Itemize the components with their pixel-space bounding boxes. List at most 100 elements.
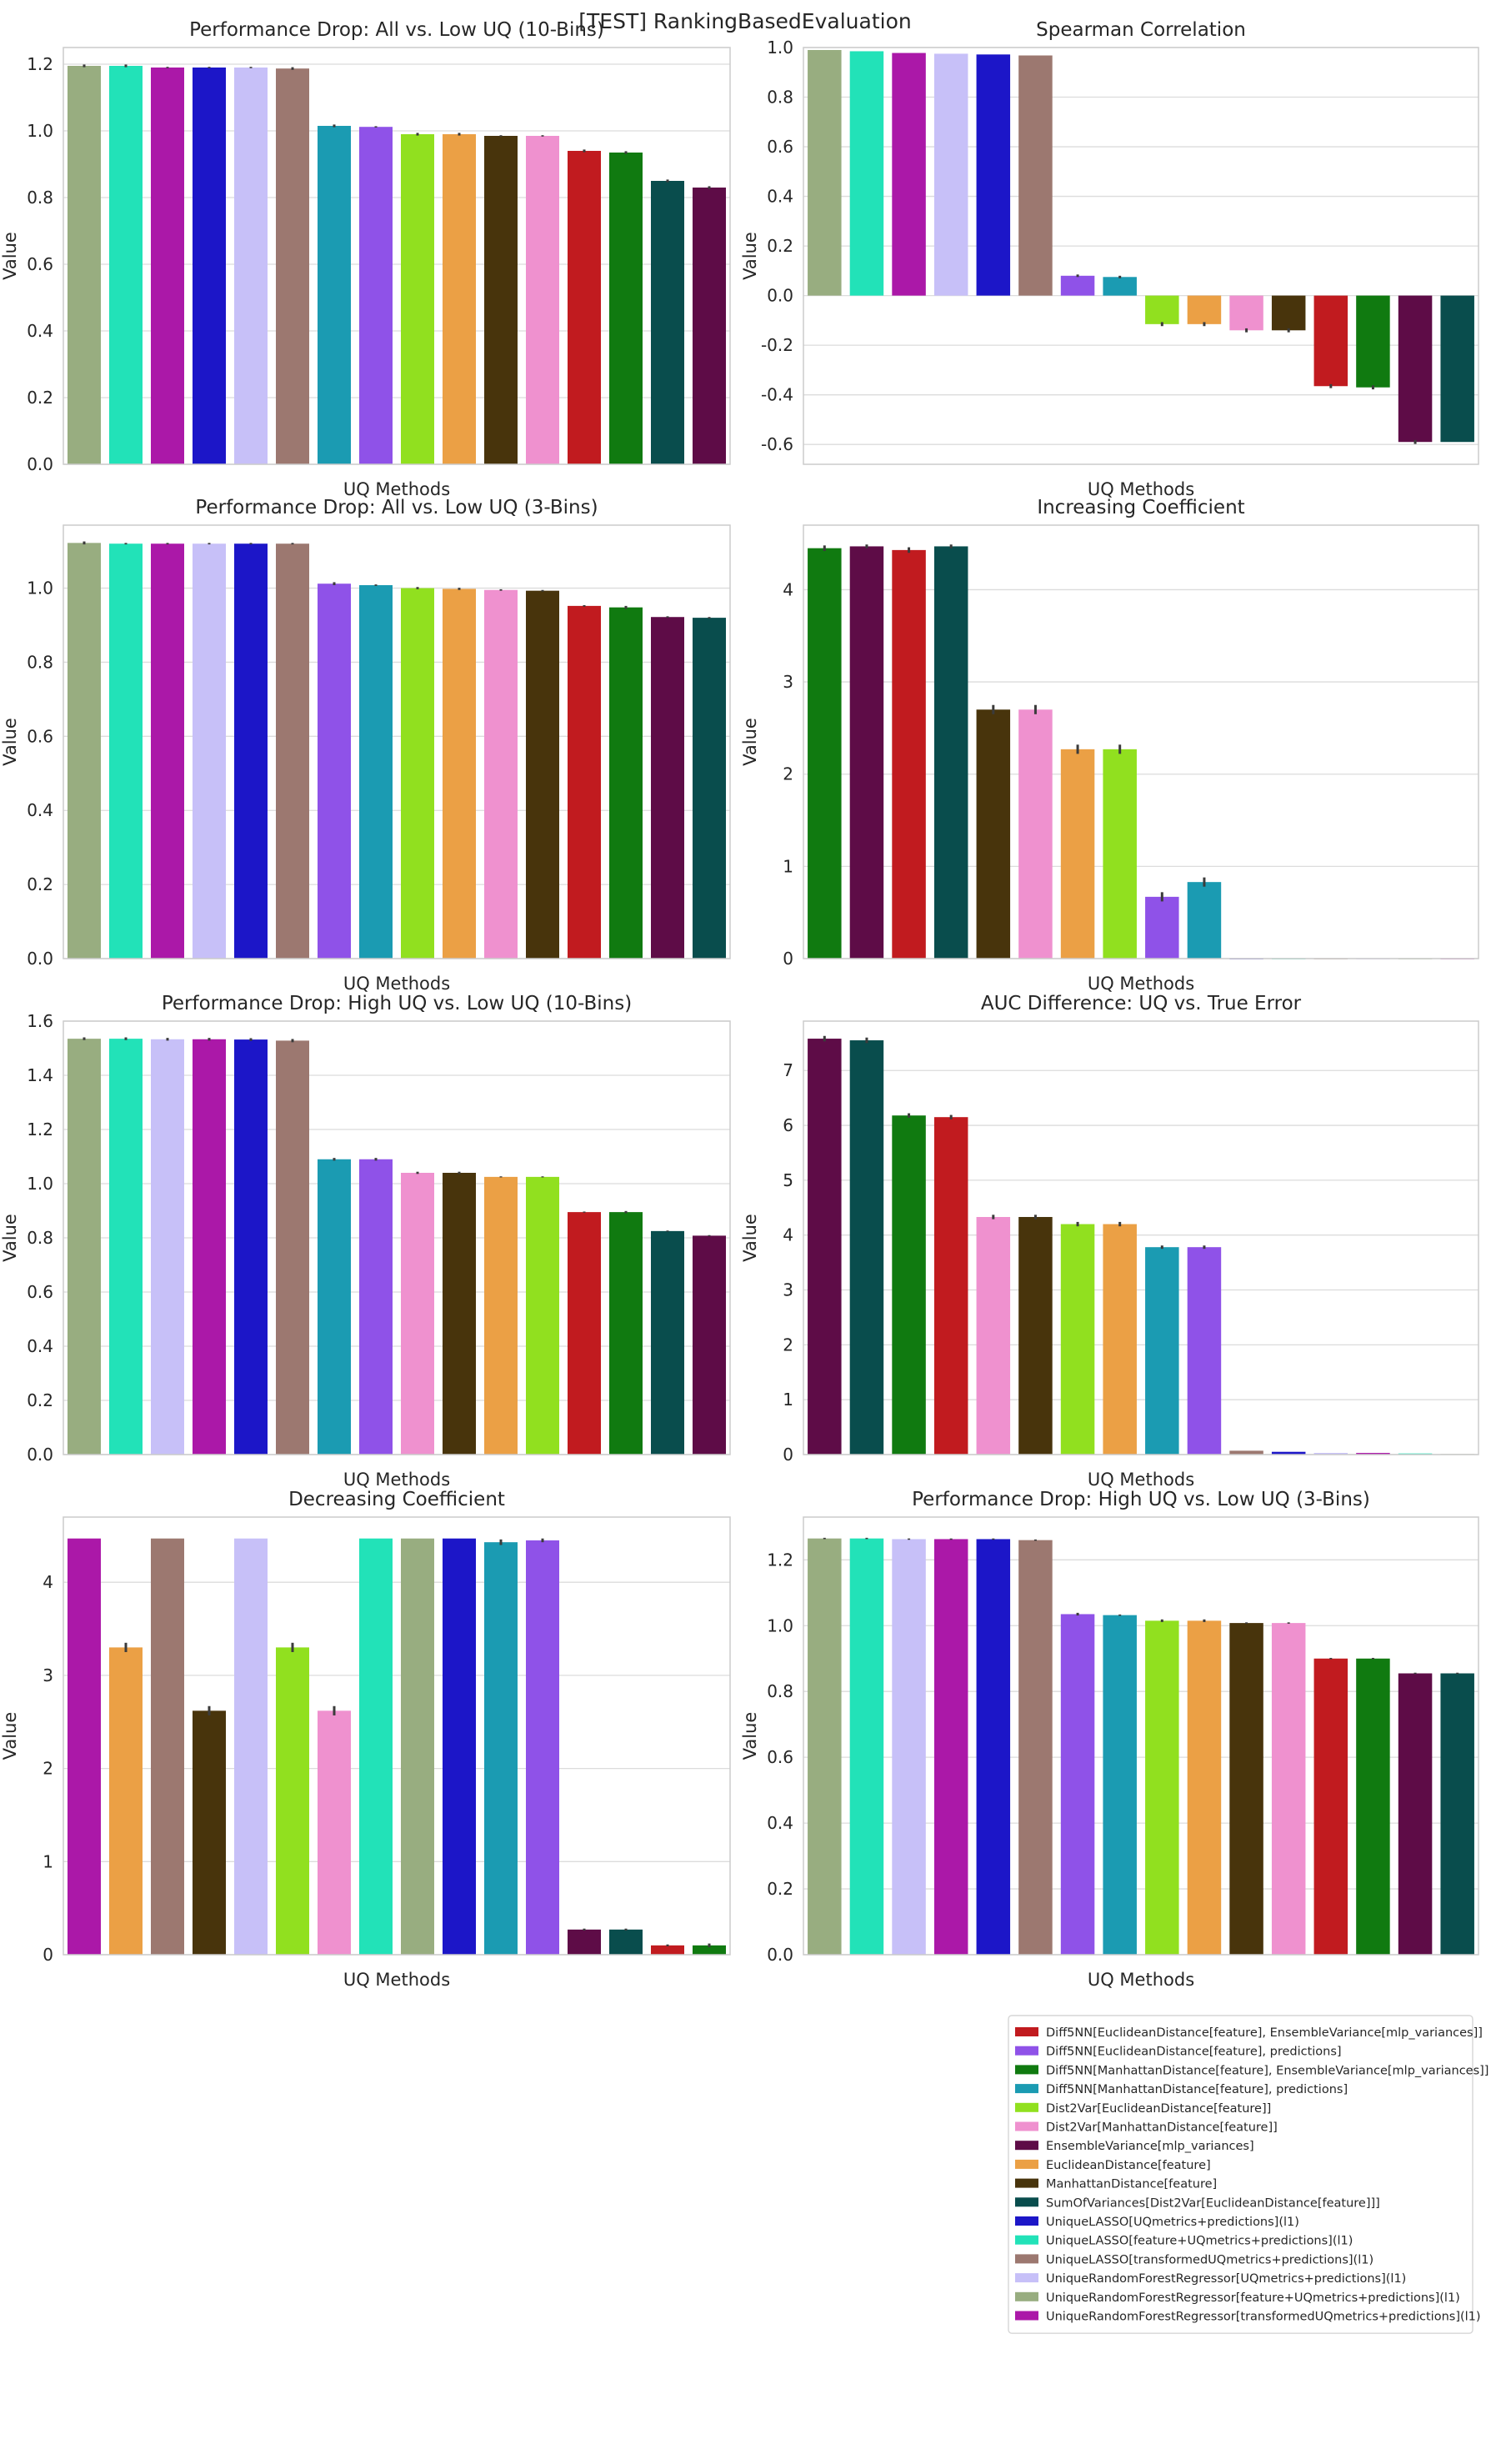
y-tick-label: 0.6 [767,137,793,157]
bar: Diff5NN[ManhattanDistance[feature], Ense… [609,1212,643,1455]
bar: Diff5NN[EuclideanDistance[feature], pred… [526,1540,559,1955]
bar: Diff5NN[EuclideanDistance[feature], pred… [359,127,393,464]
bar: UniqueRandomForestRegressor[UQmetrics+pr… [892,1539,926,1955]
y-tick-label: 0.2 [767,236,793,256]
bar: Diff5NN[EuclideanDistance[feature], Ense… [568,1212,601,1455]
legend-label: Dist2Var[EuclideanDistance[feature]] [1046,2102,1271,2116]
y-tick-label: 0.4 [27,321,53,341]
bar: UniqueLASSO[transformedUQmetrics+predict… [1018,55,1053,296]
bar: UniqueLASSO[transformedUQmetrics+predict… [276,543,309,959]
y-tick-label: 0.6 [27,254,53,274]
legend-label: EnsembleVariance[mlp_variances] [1046,2140,1254,2153]
bar: EuclideanDistance[feature]: 2.27 [1060,749,1095,959]
y-tick-label: 7 [783,1060,793,1080]
bar: Diff5NN[EuclideanDistance[feature], Ense… [568,151,601,464]
bar: EuclideanDistance[feature]: 3.3 [109,1647,143,1955]
legend-label: UniqueRandomForestRegressor[UQmetrics+pr… [1046,2272,1406,2286]
y-axis-label: Value [740,1712,760,1760]
bar: Diff5NN[EuclideanDistance[feature], Ense… [651,1945,684,1955]
bar: Dist2Var[EuclideanDistance[feature]]: 3.… [276,1647,309,1955]
legend-label: Diff5NN[EuclideanDistance[feature], Ense… [1046,2026,1483,2040]
plot-frame [63,1020,731,1455]
bar: UniqueLASSO[feature+UQmetrics+prediction… [109,543,143,959]
bar: Diff5NN[EuclideanDistance[feature], pred… [1145,896,1179,959]
y-tick-label: 0 [783,1445,793,1465]
bar: EuclideanDistance[feature]: -0.115 [1187,295,1222,324]
chart-panel-3: 0.0 0.2 0.4 0.6 0.8 1.0 UniqueRandomForestRegr… [0,497,731,994]
y-tick-label: 0 [783,949,793,969]
bar: UniqueLASSO[feature+UQmetrics+prediction… [849,1538,884,1955]
bar: Diff5NN[ManhattanDistance[feature], Ense… [693,1945,726,1955]
y-axis-label: Value [0,718,20,766]
bar: Dist2Var[ManhattanDistance[feature]]: -0… [1229,295,1263,331]
bar: Dist2Var[EuclideanDistance[feature]]: 4.… [1060,1224,1095,1455]
bar: UniqueLASSO[UQmetrics+predictions](l1): … [976,1539,1011,1955]
y-tick-label: 0.6 [767,1747,793,1767]
y-tick-label: 0 [43,1945,53,1965]
legend-swatch [1015,2178,1038,2188]
bar: Diff5NN[EuclideanDistance[feature], pred… [318,583,351,959]
y-tick-label: 0.4 [767,1813,793,1833]
y-tick-label: 0.4 [27,800,53,820]
bar: UniqueLASSO[feature+UQmetrics+prediction… [849,51,884,296]
bar: Diff5NN[ManhattanDistance[feature], pred… [359,585,393,959]
y-axis-label: Value [740,718,760,766]
y-tick-label: -0.4 [761,385,793,405]
bar: SumOfVariances[Dist2Var[EuclideanDistanc… [1440,1673,1474,1955]
plot-frame [63,1516,731,1956]
bar: Dist2Var[EuclideanDistance[feature]]: -0… [1145,295,1179,324]
bar: UniqueRandomForestRegressor[UQmetrics+pr… [193,543,226,959]
y-tick-label: 1.0 [27,121,53,141]
bar: ManhattanDistance[feature]: 2.7 [976,709,1011,959]
chart-title: Performance Drop: High UQ vs. Low UQ (10… [162,993,632,1014]
y-tick-label: 0.8 [767,88,793,108]
legend-box [1008,2015,1473,2334]
bar: UniqueLASSO[UQmetrics+predictions](l1): … [1271,1451,1306,1455]
chart-title: Performance Drop: High UQ vs. Low UQ (3-… [912,1489,1370,1510]
y-tick-label: 0.2 [27,388,53,408]
legend-swatch [1015,2197,1038,2207]
y-tick-label: 3 [43,1665,53,1685]
bar: Diff5NN[ManhattanDistance[feature], pred… [318,1159,351,1455]
legend-swatch [1015,2216,1038,2226]
legend: Diff5NN[EuclideanDistance[feature], Ense… [1008,2015,1488,2334]
bar: Diff5NN[ManhattanDistance[feature], Ense… [609,153,643,464]
legend-swatch [1015,2311,1038,2321]
bar: UniqueRandomForestRegressor[UQmetrics+pr… [1313,1453,1348,1455]
y-tick-label: 0.8 [27,1228,53,1248]
bar: EnsembleVariance[mlp_variances]: 0.808 [693,1235,726,1455]
bar: Dist2Var[EuclideanDistance[feature]]: 1.… [1145,1620,1179,1955]
legend-label: EuclideanDistance[feature] [1046,2159,1211,2172]
y-tick-label: 1 [783,856,793,876]
y-axis-label: Value [0,232,20,280]
bar: Diff5NN[EuclideanDistance[feature], pred… [1060,275,1095,296]
y-tick-label: 1.0 [27,1174,53,1194]
bar: Diff5NN[ManhattanDistance[feature], Ense… [1356,295,1390,388]
y-tick-label: 2 [783,1335,793,1355]
bar: EuclideanDistance[feature]: 1.015 [1187,1620,1222,1955]
bar: UniqueLASSO[feature+UQmetrics+prediction… [359,1538,393,1955]
chart-panel-2: -0.6 -0.4 -0.2 0.0 0.2 0.4 0.6 0.8 1.0 UniqueRand… [740,19,1479,499]
y-tick-label: 4 [783,579,793,599]
bar: UniqueLASSO[UQmetrics+predictions](l1): … [234,543,268,959]
bar: UniqueLASSO[transformedUQmetrics+predict… [1229,1450,1263,1455]
y-tick-label: 0.4 [27,1336,53,1356]
bar: ManhattanDistance[feature]: 2.62 [193,1710,226,1955]
bar: UniqueLASSO[transformedUQmetrics+predict… [276,68,309,464]
bar: Diff5NN[EuclideanDistance[feature], Ense… [568,605,601,959]
y-axis-label: Value [0,1712,20,1760]
y-tick-label: 0.6 [27,1282,53,1302]
plot-frame [63,47,731,465]
y-axis-label: Value [0,1214,20,1262]
y-tick-label: 2 [43,1759,53,1779]
y-tick-label: 1.2 [27,54,53,74]
bar: UniqueRandomForestRegressor[feature+UQme… [68,66,101,464]
bar: UniqueRandomForestRegressor[feature+UQme… [808,49,842,296]
plot-frame [803,47,1479,465]
legend-label: UniqueLASSO[UQmetrics+predictions](l1) [1046,2216,1299,2229]
bar: UniqueRandomForestRegressor[feature+UQme… [68,1039,101,1455]
chart-panel-4: 0 1 2 3 4 Diff5NN[ManhattanDistance[feature],… [740,497,1479,994]
legend-swatch [1015,2121,1038,2131]
bar: EuclideanDistance[feature]: 0.998 [443,588,476,959]
legend-swatch [1015,2084,1038,2094]
